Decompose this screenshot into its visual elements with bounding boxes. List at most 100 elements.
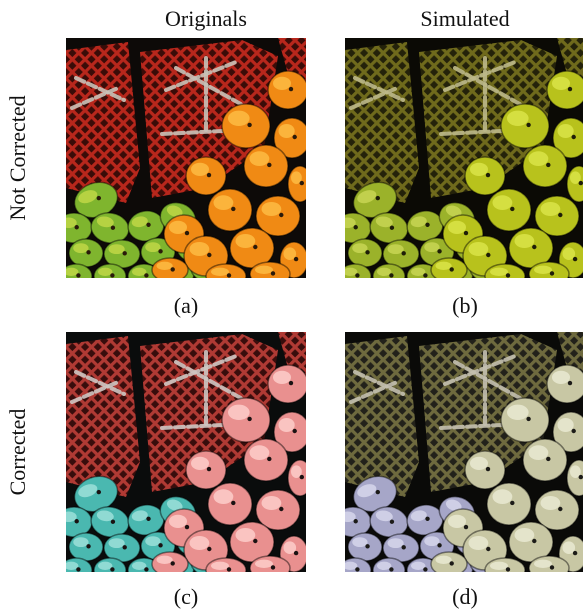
mango-right — [534, 489, 580, 531]
column-title-originals: Originals — [165, 6, 247, 31]
column-title-simulated: Simulated — [420, 6, 510, 31]
mango-right — [229, 227, 275, 269]
mango-right — [249, 261, 291, 278]
mango-right — [205, 557, 247, 572]
mango-right — [484, 557, 526, 572]
mango-right — [464, 156, 506, 196]
mango-left — [127, 557, 161, 572]
mango-left — [382, 239, 420, 269]
mango-left — [73, 475, 119, 513]
mango-left — [406, 263, 440, 278]
scene-content — [66, 38, 306, 278]
panel-b-image — [345, 38, 583, 278]
mango-right — [508, 227, 554, 269]
mango-right — [508, 521, 554, 563]
mango-right — [205, 263, 247, 278]
mango-left — [68, 532, 104, 562]
mango-right — [484, 263, 526, 278]
basket-strap — [349, 380, 399, 404]
mango-left — [369, 506, 409, 538]
mango-left — [345, 557, 372, 572]
mango-right — [185, 450, 227, 490]
mango-left — [352, 181, 398, 219]
mango-right — [267, 364, 306, 404]
mango-right — [287, 459, 306, 497]
mango-right — [486, 188, 532, 232]
mango-right — [207, 482, 253, 526]
panel-c-image — [66, 332, 306, 572]
mango-right — [221, 397, 271, 443]
caption-c: (c) — [173, 584, 199, 609]
mango-photo-original-uncorrected — [66, 38, 306, 278]
mango-right — [255, 195, 301, 237]
mango-right — [273, 117, 306, 159]
mango-photo-simulated-uncorrected — [345, 38, 583, 278]
basket-strap — [353, 76, 405, 102]
panel-d-image — [345, 332, 583, 572]
basket-strap — [164, 60, 238, 92]
basket-center — [140, 40, 278, 198]
basket-strap — [174, 360, 250, 404]
mango-photo-simulated-corrected — [345, 332, 583, 572]
row-label-not-corrected: Not Corrected — [5, 95, 30, 221]
mango-right — [267, 70, 306, 110]
mango-right — [546, 70, 583, 110]
mango-right — [566, 165, 583, 203]
caption-d: (d) — [452, 584, 478, 609]
basket-left — [345, 336, 419, 497]
mango-left — [103, 239, 141, 269]
mango-right — [430, 551, 468, 572]
mango-left — [68, 238, 104, 268]
basket-left — [345, 42, 419, 203]
mango-right — [151, 551, 189, 572]
mango-right — [207, 188, 253, 232]
mango-left — [345, 263, 372, 278]
mango-right — [528, 261, 570, 278]
basket-strap — [164, 354, 238, 386]
scene-content — [345, 332, 583, 572]
basket-strap — [453, 66, 529, 110]
mango-right — [464, 450, 506, 490]
basket-left — [66, 42, 140, 203]
mango-left — [66, 557, 93, 572]
mango-right — [287, 165, 306, 203]
mango-left — [347, 238, 383, 268]
mango-right — [243, 438, 289, 482]
mango-right — [546, 364, 583, 404]
basket-strap — [353, 370, 405, 396]
scene-content — [345, 38, 583, 278]
mango-left — [93, 557, 127, 572]
mango-left — [406, 210, 444, 242]
basket-left — [66, 336, 140, 497]
basket-strap — [174, 66, 250, 110]
mango-left — [90, 506, 130, 538]
mango-right — [534, 195, 580, 237]
mango-right — [552, 117, 583, 159]
mango-left — [369, 212, 409, 244]
basket-strap — [70, 380, 120, 404]
mango-right — [185, 156, 227, 196]
caption-a: (a) — [173, 293, 199, 318]
basket-strap — [74, 370, 126, 396]
mango-right — [522, 144, 568, 188]
row-label-corrected: Corrected — [5, 408, 30, 496]
mango-left — [127, 263, 161, 278]
mango-right — [486, 482, 532, 526]
mango-right — [528, 555, 570, 572]
mango-left — [90, 212, 130, 244]
panel-a-image — [66, 38, 306, 278]
basket-strap — [349, 86, 399, 110]
basket-strap — [74, 76, 126, 102]
mango-left — [93, 263, 127, 278]
mango-left — [382, 533, 420, 563]
mango-right — [566, 459, 583, 497]
basket-strap — [443, 354, 517, 386]
mango-photo-original-corrected — [66, 332, 306, 572]
mango-left — [372, 557, 406, 572]
basket-center — [419, 40, 557, 198]
mango-right — [552, 411, 583, 453]
scene-content — [66, 332, 306, 572]
mango-right — [500, 103, 550, 149]
basket-strap — [443, 60, 517, 92]
